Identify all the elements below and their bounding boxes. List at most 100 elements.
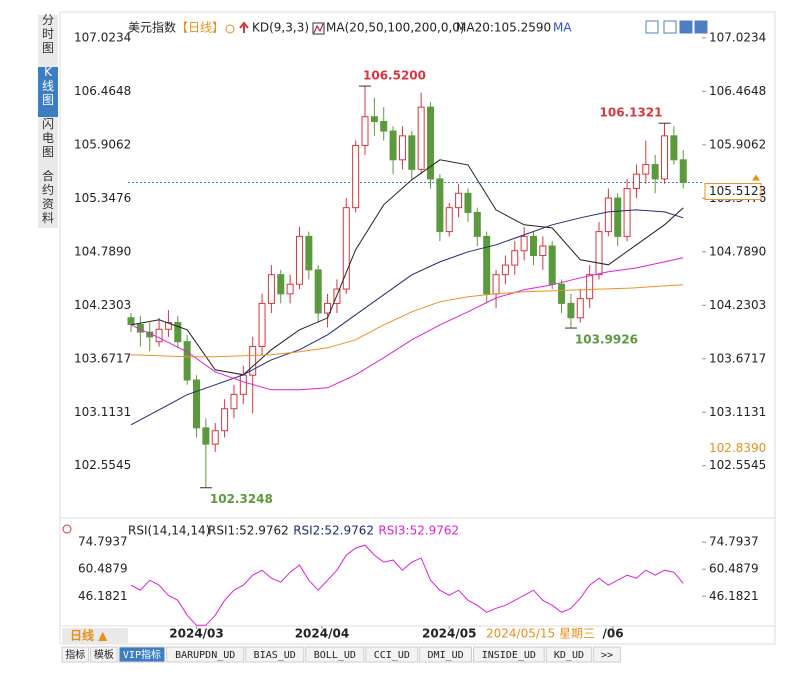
candle-body — [398, 135, 406, 161]
y-tick-label-right: 105.9062 — [709, 137, 766, 151]
rsi-tick-label-right: 60.4879 — [709, 562, 759, 576]
sidebar-tab[interactable]: K 线图 — [42, 65, 54, 107]
x-tick-label: /06 — [602, 627, 623, 641]
candle-body — [455, 192, 463, 209]
annotation-label: 106.5200 — [363, 69, 426, 83]
candle-body — [483, 235, 491, 295]
annotation-label: 102.3248 — [210, 492, 273, 506]
indicator-label[interactable]: MA(20,50,100,200,0,0) — [326, 21, 465, 35]
tab-bg[interactable] — [545, 646, 593, 663]
rsi-line — [130, 544, 684, 626]
tab[interactable]: 指标 — [65, 648, 85, 661]
candle-body — [501, 264, 509, 276]
candle-body — [417, 106, 425, 170]
tab-bg[interactable] — [365, 646, 419, 663]
chart-title: 美元指数 — [128, 20, 176, 35]
tab-bg[interactable] — [473, 646, 545, 663]
rsi-tick-label-right: 46.1821 — [709, 589, 759, 603]
sidebar-tab[interactable]: 合约资料 — [42, 168, 54, 225]
tab-bg[interactable] — [593, 646, 621, 663]
candle-body — [183, 341, 191, 381]
x-tick-label: 2024/05 — [422, 627, 476, 641]
candle-body — [361, 116, 369, 146]
candle-body — [623, 188, 631, 237]
candle-body — [230, 393, 238, 410]
crosshair-label: 2024/05/15 星期三 — [486, 627, 595, 641]
candle-body — [427, 106, 435, 180]
x-tick-label: 2024/03 — [169, 627, 223, 641]
y-tick-label: 104.7890 — [74, 244, 131, 258]
candle-body — [127, 317, 135, 325]
rsi-legend: RSI3:52.9762 — [378, 524, 459, 538]
last-price-arrow — [752, 174, 760, 181]
tab[interactable]: 模板 — [94, 648, 114, 661]
rsi-tick-label-right: 74.7937 — [709, 535, 759, 549]
candle-body — [342, 207, 350, 290]
tool-button[interactable] — [679, 20, 693, 34]
y-tick-label-right: 104.2303 — [709, 298, 766, 312]
tab-bg[interactable] — [90, 646, 118, 663]
tab[interactable]: BIAS_UD — [254, 650, 296, 661]
rsi-title: RSI(14,14,14) — [128, 524, 210, 538]
candle-body — [586, 274, 594, 300]
toolbar — [645, 20, 708, 34]
tab-bg[interactable] — [419, 646, 473, 663]
y-tick-label: 107.0234 — [74, 30, 131, 44]
candle-body — [651, 164, 659, 180]
sidebar-tab[interactable]: 闪电图 — [42, 117, 54, 159]
candle-body — [679, 159, 687, 184]
candle-body — [548, 245, 556, 285]
tab[interactable]: DMI_UD — [428, 650, 464, 661]
tab[interactable]: BOLL_UD — [314, 650, 356, 661]
indicator-label[interactable]: MA — [553, 21, 572, 35]
y-tick-label: 105.9062 — [74, 137, 131, 151]
candle-body — [614, 197, 622, 237]
y-tick-label: 104.2303 — [74, 298, 131, 312]
candle-body — [539, 245, 547, 257]
rsi-legend: RSI1:52.9762 — [208, 524, 289, 538]
annotation-label: 106.1321 — [600, 106, 663, 120]
indicator-label[interactable]: KD(9,3,3) — [252, 21, 309, 35]
ma-icon-line — [313, 23, 324, 34]
sidebar-tab[interactable]: 分时图 — [42, 13, 54, 55]
tab[interactable]: INSIDE_UD — [482, 650, 536, 661]
tool-button[interactable] — [663, 20, 677, 34]
period-button[interactable]: 日线 ▲ — [70, 628, 108, 643]
tab-bg[interactable] — [166, 646, 245, 663]
settings-icon[interactable] — [225, 24, 235, 34]
tool-button[interactable] — [694, 20, 708, 34]
tab-bg[interactable] — [245, 646, 305, 663]
tab-bg[interactable] — [305, 646, 365, 663]
candle-body — [604, 197, 612, 233]
y-tick-label-right: 103.1131 — [709, 405, 766, 419]
x-tick-label: 2024/04 — [295, 627, 349, 641]
candle-body — [314, 269, 322, 314]
candle-body — [567, 302, 575, 319]
tab[interactable]: KD_UD — [554, 650, 584, 661]
period-button-bg[interactable] — [62, 628, 128, 644]
last-price-box — [704, 183, 762, 201]
candle-body — [193, 379, 201, 429]
tool-button[interactable] — [645, 20, 659, 34]
rsi-icon[interactable] — [62, 524, 72, 534]
tab[interactable]: VIP指标 — [123, 648, 161, 661]
candle-body — [352, 144, 360, 209]
candle-body — [174, 322, 182, 343]
candle-body — [520, 235, 528, 252]
candle-body — [155, 328, 163, 343]
candle-body — [324, 302, 332, 314]
y-tick-label-right: 106.4648 — [709, 84, 766, 98]
tab-bg[interactable] — [118, 646, 166, 663]
tab[interactable]: CCI_UD — [374, 650, 410, 661]
candle-body — [380, 120, 388, 132]
tab[interactable]: >> — [601, 650, 613, 661]
y-tick-label-right: 102.5545 — [709, 458, 766, 472]
period-label[interactable]: 【日线】 — [176, 21, 224, 35]
tab-bg[interactable] — [61, 646, 90, 663]
rsi-tick-label: 60.4879 — [78, 562, 128, 576]
tab[interactable]: BARUPDN_UD — [175, 650, 235, 661]
last-price-label: 105.5123 — [709, 184, 766, 198]
candle-body — [408, 135, 416, 170]
candle-body — [576, 298, 584, 319]
